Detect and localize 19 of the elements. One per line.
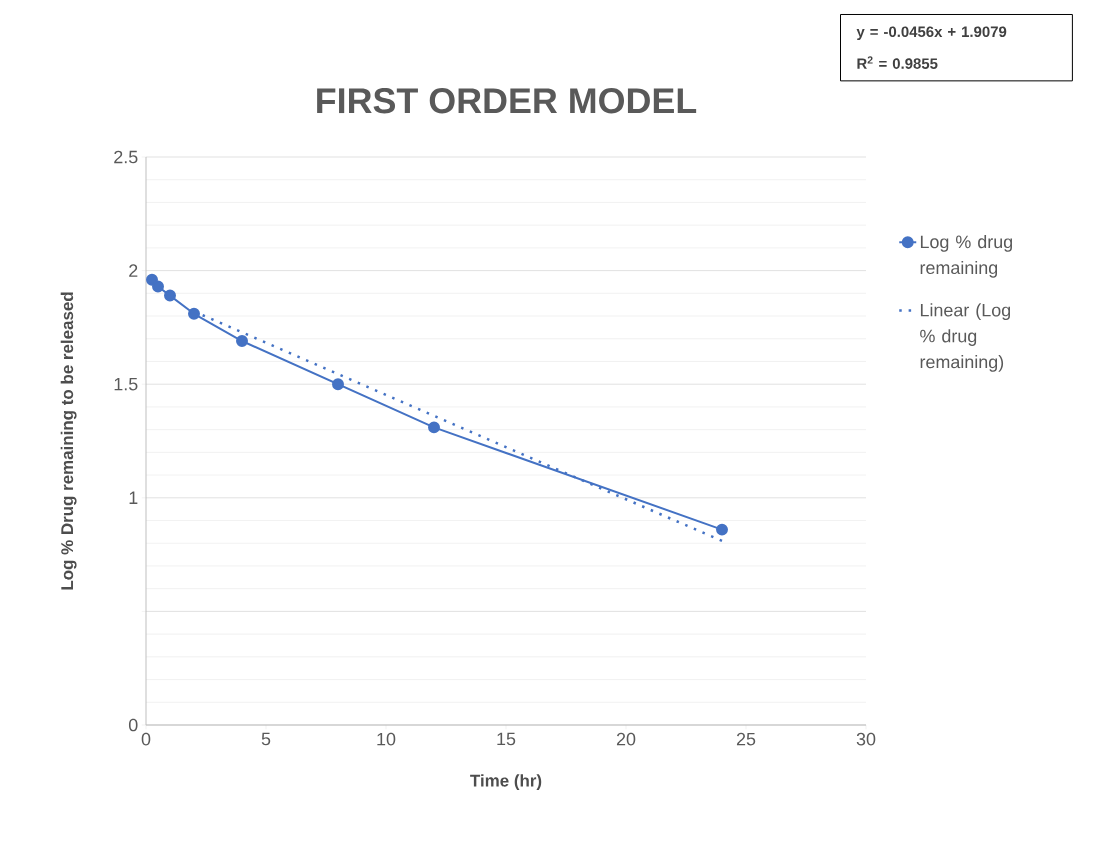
y-tick-label: 2 [129, 264, 138, 277]
text: y = -0.0456x + 1.9079 [856, 26, 1007, 40]
legend-label: Linear (Log % drug remaining) [920, 303, 1011, 372]
x-tick-label: 30 [856, 732, 876, 746]
x-axis-title: Time (hr) [470, 774, 542, 791]
x-tick-label: 15 [497, 732, 516, 746]
chart-title: FIRST ORDER MODEL [317, 88, 697, 114]
y-tick-label: 2.5 [114, 150, 138, 164]
x-tick-label: 5 [261, 732, 271, 746]
text: R$^{2}$ = 0.9855 [857, 56, 938, 69]
y-tick-label: 0 [128, 718, 138, 732]
x-tick-label: 0 [141, 732, 151, 746]
y-tick-label: 1.5 [114, 377, 138, 391]
y-axis-title: Log % Drug remaining to be released [60, 292, 77, 590]
x-tick-label: 25 [736, 732, 756, 746]
y-tick-label: 1 [129, 491, 138, 504]
legend-label: Log % drug remaining [920, 235, 1013, 278]
x-tick-label: 10 [377, 732, 396, 746]
x-tick-label: 20 [616, 732, 636, 746]
